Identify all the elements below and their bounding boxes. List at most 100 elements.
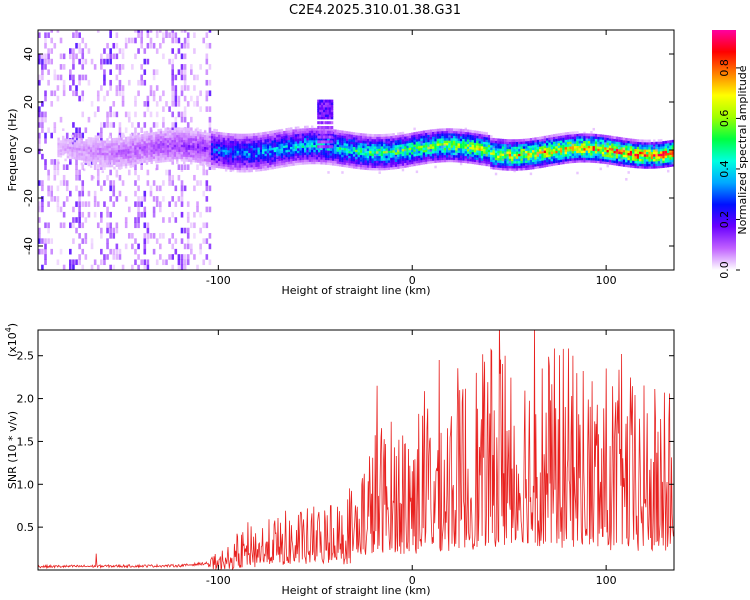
spectrogram-cell — [210, 142, 214, 146]
spectrogram-cell — [401, 146, 405, 149]
spectrogram-cell — [597, 143, 600, 147]
spectrogram-cell — [78, 32, 81, 38]
spectrogram-cell — [653, 156, 656, 160]
spectrogram-cell — [252, 140, 256, 144]
spectrogram-cell — [390, 140, 393, 144]
spectrogram-cell — [290, 160, 293, 164]
spectrogram-cell — [115, 227, 119, 234]
spectrogram-cell — [553, 134, 556, 137]
spectrogram-cell — [164, 130, 167, 134]
spectrogram-cell — [455, 154, 458, 158]
snr-y-tick-label: 2.5 — [17, 350, 35, 363]
spectrogram-cell — [457, 138, 461, 141]
spectrogram-cell — [529, 172, 533, 176]
spectrogram-y-tick-label: 40 — [22, 47, 35, 61]
spectrogram-cell — [76, 149, 79, 153]
spectrogram-cell — [106, 150, 109, 153]
spectrogram-cell — [327, 157, 330, 161]
spectrogram-cell — [357, 152, 360, 155]
spectrogram-cell — [653, 158, 656, 162]
spectrogram-cell — [112, 190, 116, 197]
spectrogram-cell — [350, 139, 353, 142]
spectrogram-cell — [94, 140, 98, 143]
spectrogram-cell — [513, 139, 516, 143]
spectrogram-cell — [359, 164, 363, 168]
spectrogram-cell — [569, 138, 572, 142]
spectrogram-cell — [313, 142, 316, 146]
spectrogram-cell — [220, 156, 223, 160]
spectrogram-cell — [471, 134, 474, 138]
spectrogram-cell — [587, 159, 591, 163]
spectrogram-cell — [548, 137, 551, 141]
spectrogram-cell — [650, 149, 654, 152]
spectrogram-cell — [112, 180, 116, 186]
spectrogram-cell — [62, 128, 65, 131]
spectrogram-cell — [280, 138, 284, 142]
spectrogram-cell — [62, 147, 65, 151]
spectrogram-cell — [438, 142, 442, 146]
spectrogram-cell — [238, 169, 242, 173]
spectrogram-cell — [413, 151, 416, 155]
spectrogram-cell — [122, 149, 125, 152]
spectrogram-cell — [629, 155, 633, 159]
spectrogram-cell — [311, 125, 314, 129]
spectrogram-cell — [87, 190, 91, 197]
spectrogram-cell — [321, 102, 324, 105]
spectrogram-cell — [399, 160, 402, 164]
spectrogram-cell — [171, 85, 175, 91]
spectrogram-cell — [137, 264, 140, 270]
spectrogram-cell — [273, 137, 277, 141]
spectrogram-cell — [394, 140, 398, 143]
spectrogram-cell — [608, 159, 612, 163]
spectrogram-cell — [497, 148, 500, 151]
spectrogram-cell — [604, 139, 607, 143]
spectrogram-cell — [355, 144, 358, 148]
spectrogram-cell — [590, 138, 593, 142]
spectrogram-cell — [350, 143, 353, 147]
spectrogram-cell — [383, 136, 386, 140]
spectrogram-cell — [480, 143, 484, 147]
spectrogram-cell — [278, 141, 281, 145]
spectrogram-cell — [427, 151, 430, 155]
spectrogram-cell — [576, 140, 579, 144]
spectrogram-y-tick-label: -40 — [22, 237, 35, 255]
spectrogram-cell — [94, 161, 98, 165]
spectrogram-cell — [41, 69, 44, 75]
spectrogram-cell — [262, 140, 265, 144]
spectrogram-cell — [208, 161, 212, 165]
spectrogram-cell — [334, 131, 337, 135]
spectrogram-cell — [187, 132, 191, 136]
spectrogram-cell — [164, 132, 167, 136]
spectrogram-cell — [636, 148, 640, 152]
spectrogram-cell — [632, 143, 635, 147]
spectrogram-cell — [660, 153, 663, 157]
spectrogram-cell — [378, 162, 381, 166]
spectrogram-cell — [492, 146, 495, 150]
spectrogram-cell — [203, 144, 207, 148]
spectrogram-cell — [641, 153, 644, 157]
spectrogram-cell — [143, 111, 147, 118]
spectrogram-cell — [527, 143, 530, 146]
spectrogram-cell — [75, 159, 78, 165]
spectrogram-cell — [112, 185, 116, 192]
spectrogram-cell — [313, 130, 316, 134]
spectrogram-cell — [53, 169, 57, 176]
spectrogram-cell — [620, 161, 623, 165]
spectrogram-cell — [122, 146, 125, 150]
spectrogram-cell — [487, 161, 491, 165]
spectrogram-cell — [183, 37, 187, 44]
spectrogram-cell — [664, 162, 668, 166]
spectrogram-cell — [518, 155, 521, 159]
spectrogram-cell — [138, 134, 142, 138]
spectrogram-cell — [213, 143, 216, 147]
spectrogram-cell — [285, 152, 288, 155]
spectrogram-cell — [455, 133, 458, 137]
spectrogram-cell — [548, 154, 551, 157]
spectrogram-cell — [215, 160, 219, 164]
spectrogram-cell — [485, 153, 488, 157]
spectrogram-cell — [149, 127, 153, 134]
spectrogram-cell — [483, 146, 486, 150]
spectrogram-cell — [149, 190, 153, 197]
spectrogram-cell — [92, 147, 95, 150]
spectrogram-cell — [569, 153, 572, 157]
